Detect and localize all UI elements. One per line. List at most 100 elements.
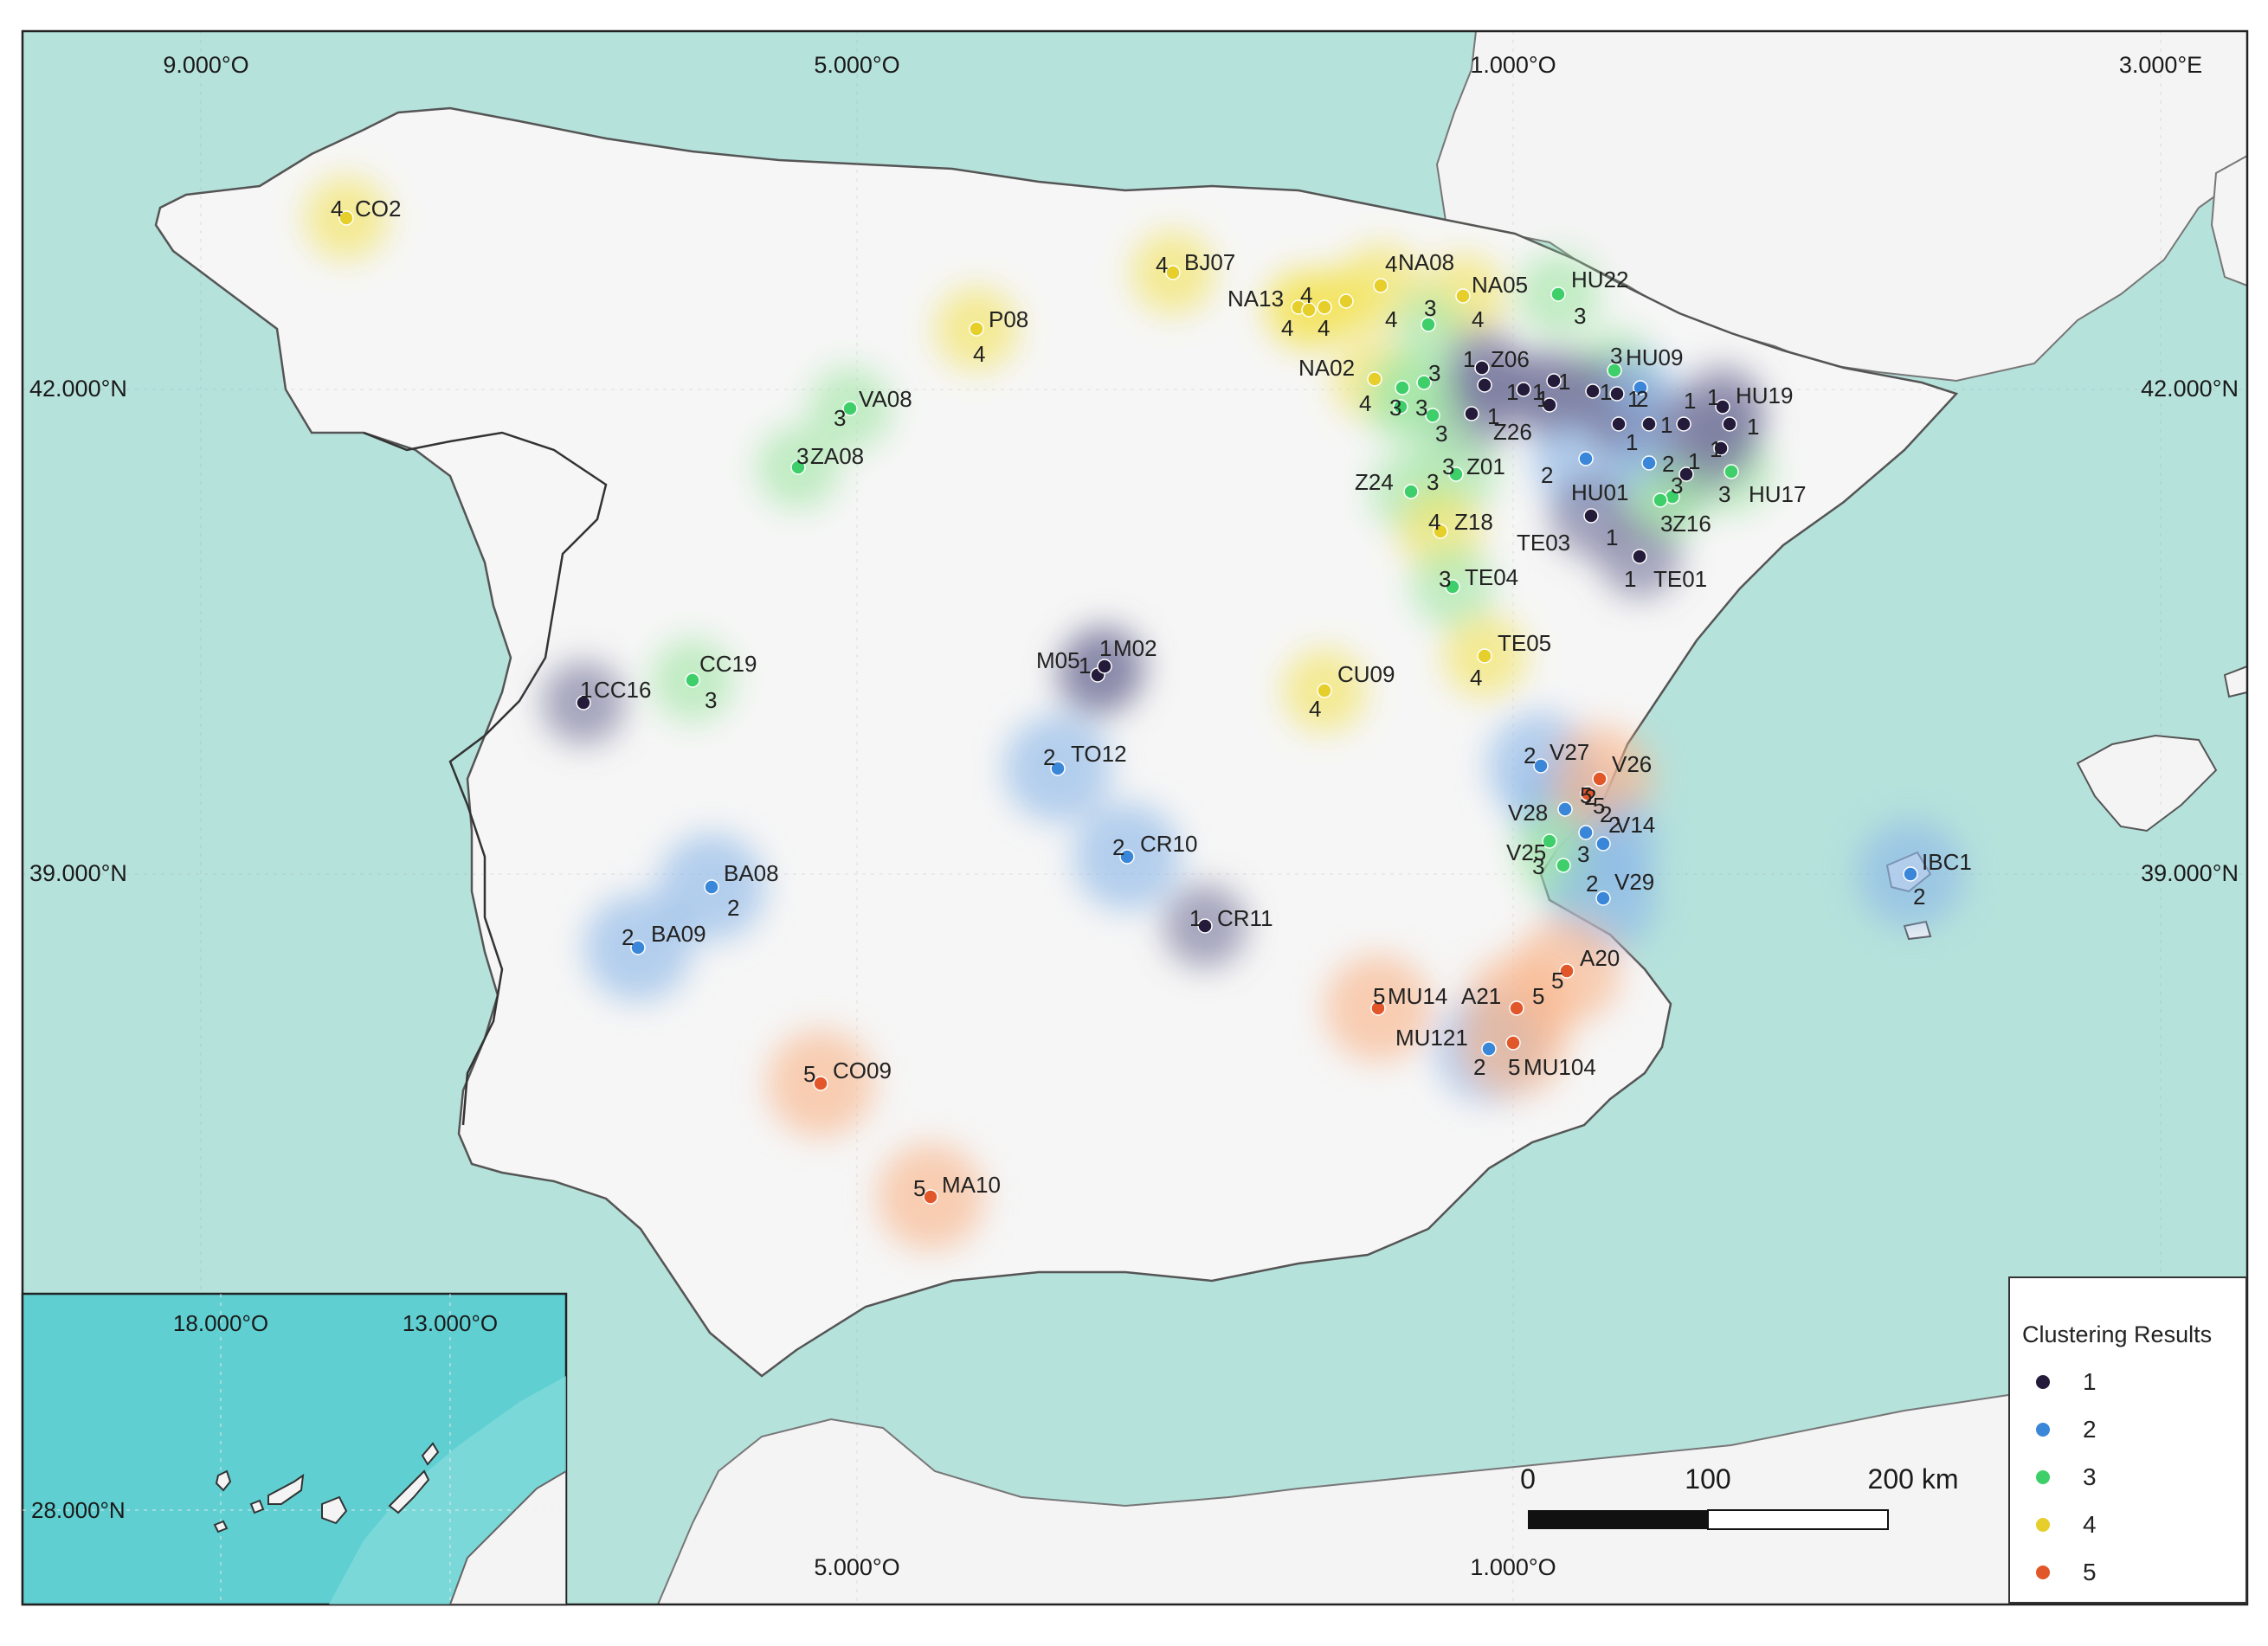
site-point-m02[interactable] bbox=[1097, 659, 1112, 674]
site-point-cu09[interactable] bbox=[1317, 683, 1332, 698]
site-point-hu17[interactable] bbox=[1724, 464, 1739, 479]
site-point-cc16[interactable] bbox=[576, 695, 591, 710]
site-point-na13[interactable] bbox=[1301, 302, 1317, 318]
cluster-point[interactable] bbox=[1317, 299, 1332, 315]
site-label-co2: CO2 bbox=[355, 196, 401, 222]
cluster-number-label: 1 bbox=[1684, 388, 1696, 414]
cluster-point[interactable] bbox=[1425, 408, 1440, 423]
site-point-mu121[interactable] bbox=[1481, 1041, 1497, 1057]
site-point-co09[interactable] bbox=[813, 1076, 828, 1091]
site-point-z06[interactable] bbox=[1474, 360, 1490, 376]
cluster-number-label: 3 bbox=[1428, 360, 1440, 386]
site-point-z18[interactable] bbox=[1433, 524, 1448, 539]
cluster-point[interactable] bbox=[1580, 786, 1595, 801]
inset-top-axis-label-0: 18.000°O bbox=[173, 1310, 268, 1336]
cluster-point[interactable] bbox=[1678, 466, 1694, 482]
site-point-mu104[interactable] bbox=[1505, 1035, 1521, 1051]
site-point-cc19[interactable] bbox=[685, 672, 700, 688]
site-cluster-number-na08: 4 bbox=[1385, 251, 1397, 277]
site-point-na02[interactable] bbox=[1367, 371, 1382, 387]
site-point-v25[interactable] bbox=[1556, 858, 1571, 873]
site-point-co2[interactable] bbox=[338, 210, 354, 226]
site-point-te01[interactable] bbox=[1632, 549, 1647, 564]
site-point-ma10[interactable] bbox=[923, 1189, 938, 1205]
site-label-cc19: CC19 bbox=[699, 651, 757, 677]
legend-dot-2 bbox=[2036, 1423, 2050, 1437]
site-cluster-number-mu104: 5 bbox=[1508, 1054, 1520, 1080]
cluster-point[interactable] bbox=[1395, 380, 1410, 395]
site-point-to12[interactable] bbox=[1050, 761, 1066, 776]
cluster-point[interactable] bbox=[1477, 377, 1492, 393]
site-point-mu14[interactable] bbox=[1370, 1000, 1386, 1016]
cluster-number-label: 1 bbox=[1660, 412, 1672, 438]
site-point-hu19[interactable] bbox=[1715, 399, 1730, 415]
inset-canary: 18.000°O 13.000°O 28.000°N bbox=[21, 1292, 568, 1606]
cluster-point[interactable] bbox=[1609, 386, 1625, 402]
site-point-cr10[interactable] bbox=[1119, 849, 1135, 865]
site-point-v27[interactable] bbox=[1533, 758, 1549, 774]
cluster-point[interactable] bbox=[1633, 380, 1648, 395]
cluster-point[interactable] bbox=[1578, 825, 1594, 840]
site-point-te05[interactable] bbox=[1477, 648, 1492, 664]
site-point-va08[interactable] bbox=[842, 401, 858, 416]
site-cluster-number-hu01: 2 bbox=[1541, 462, 1553, 488]
cluster-point[interactable] bbox=[1641, 455, 1657, 471]
site-point-ibc1[interactable] bbox=[1903, 866, 1918, 882]
site-point-v26[interactable] bbox=[1592, 771, 1608, 787]
site-point-z01[interactable] bbox=[1448, 466, 1464, 482]
site-point-hu01[interactable] bbox=[1578, 451, 1594, 466]
site-point-ba09[interactable] bbox=[630, 940, 646, 955]
site-point-hu22[interactable] bbox=[1550, 286, 1566, 302]
cluster-point[interactable] bbox=[1421, 317, 1436, 332]
site-cluster-number-a21: 5 bbox=[1532, 983, 1544, 1009]
site-cluster-number-z16: 3 bbox=[1660, 511, 1672, 537]
site-point-a20[interactable] bbox=[1559, 963, 1575, 979]
site-cluster-number-z26: 1 bbox=[1487, 403, 1499, 429]
cluster-point[interactable] bbox=[1393, 399, 1408, 415]
cluster-point[interactable] bbox=[1722, 416, 1737, 432]
site-point-ba08[interactable] bbox=[704, 879, 719, 895]
cluster-point[interactable] bbox=[1676, 416, 1691, 432]
cluster-point[interactable] bbox=[1611, 416, 1627, 432]
cluster-point[interactable] bbox=[1546, 373, 1562, 389]
site-label-to12: TO12 bbox=[1071, 741, 1127, 767]
scale-tick-100: 100 bbox=[1685, 1463, 1730, 1495]
cluster-point[interactable] bbox=[1338, 293, 1354, 309]
site-point-za08[interactable] bbox=[790, 460, 806, 475]
site-point-cr11[interactable] bbox=[1197, 918, 1213, 934]
cluster-point[interactable] bbox=[1542, 833, 1557, 849]
right-axis-label-1: 39.000°N bbox=[2141, 860, 2239, 886]
cluster-point[interactable] bbox=[1542, 397, 1557, 413]
site-point-a21[interactable] bbox=[1509, 1000, 1524, 1016]
cluster-point[interactable] bbox=[1416, 375, 1432, 390]
site-point-p08[interactable] bbox=[969, 321, 984, 337]
site-cluster-number-z01: 3 bbox=[1442, 453, 1454, 479]
cluster-point[interactable] bbox=[1516, 382, 1531, 397]
legend-label-2: 2 bbox=[2083, 1416, 2097, 1443]
site-point-na08[interactable] bbox=[1373, 278, 1389, 293]
site-label-ibc1: IBC1 bbox=[1922, 849, 1972, 875]
site-point-te04[interactable] bbox=[1445, 579, 1460, 595]
site-point-v29[interactable] bbox=[1595, 891, 1611, 906]
cluster-number-label: 3 bbox=[1389, 395, 1401, 421]
site-point-hu09[interactable] bbox=[1607, 363, 1622, 378]
site-point-z26[interactable] bbox=[1464, 406, 1479, 421]
site-cluster-number-ba09: 2 bbox=[622, 924, 634, 950]
site-label-te03: TE03 bbox=[1517, 530, 1570, 556]
site-point-te03[interactable] bbox=[1583, 508, 1599, 524]
site-point-z24[interactable] bbox=[1403, 484, 1419, 499]
site-point-na05[interactable] bbox=[1455, 288, 1471, 304]
site-point-bj07[interactable] bbox=[1165, 265, 1181, 280]
site-label-bj07: BJ07 bbox=[1184, 249, 1235, 275]
site-point-v28[interactable] bbox=[1557, 801, 1573, 817]
cluster-point[interactable] bbox=[1585, 383, 1601, 399]
cluster-number-label: 2 bbox=[1662, 451, 1674, 477]
cluster-point[interactable] bbox=[1713, 440, 1729, 456]
site-point-z16[interactable] bbox=[1653, 492, 1668, 508]
site-point-v14[interactable] bbox=[1595, 836, 1611, 852]
cluster-number-label: 1 bbox=[1626, 429, 1638, 455]
site-cluster-number-bj07: 4 bbox=[1156, 252, 1168, 278]
cluster-point[interactable] bbox=[1641, 416, 1657, 432]
cluster-number-label: 4 bbox=[1385, 306, 1397, 332]
legend-dot-1 bbox=[2036, 1375, 2050, 1389]
